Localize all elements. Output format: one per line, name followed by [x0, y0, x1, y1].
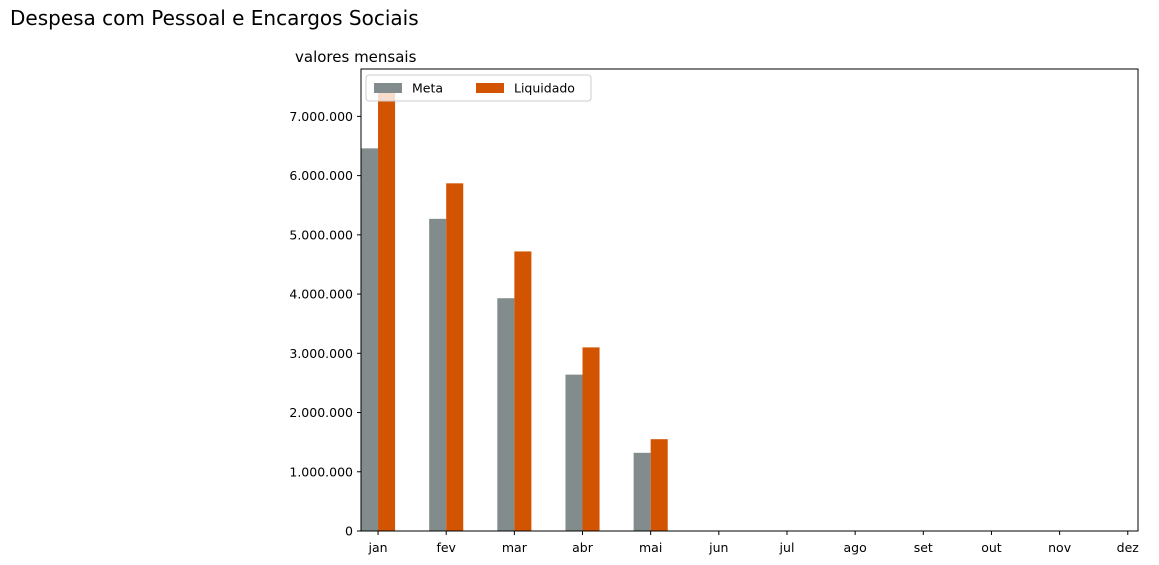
figure-title: Despesa com Pessoal e Encargos Sociais [10, 6, 419, 30]
x-tick-label: ago [844, 540, 867, 555]
y-tick-label: 0 [345, 524, 353, 539]
chart-title: valores mensais [295, 48, 417, 66]
bar-liquidado-abr [582, 347, 600, 531]
legend-label-liquidado: Liquidado [514, 81, 575, 96]
x-tick-label: mar [502, 540, 528, 555]
x-tick-label: jan [368, 540, 388, 555]
x-tick-label: mai [639, 540, 662, 555]
bar-liquidado-mai [650, 439, 668, 531]
bars-group [361, 90, 668, 531]
x-tick-label: fev [436, 540, 456, 555]
y-tick-label: 4.000.000 [289, 287, 353, 302]
x-tick-label: jun [708, 540, 728, 555]
y-tick-label: 7.000.000 [289, 109, 353, 124]
legend-swatch-liquidado [476, 83, 504, 93]
y-tick-label: 6.000.000 [289, 168, 353, 183]
legend-label-meta: Meta [412, 81, 443, 96]
legend: Meta Liquidado [365, 74, 592, 102]
bar-meta-abr [565, 374, 583, 531]
x-tick-label: abr [572, 540, 594, 555]
bar-liquidado-fev [446, 183, 464, 531]
x-tick-label: dez [1117, 540, 1140, 555]
bar-liquidado-mar [514, 251, 532, 531]
x-tick-label: nov [1048, 540, 1072, 555]
y-tick-label: 2.000.000 [289, 405, 353, 420]
bar-meta-jan [361, 148, 379, 531]
y-axis: 0 1.000.000 2.000.000 3.000.000 4.000.000 5.0… [289, 109, 361, 539]
bar-meta-mai [633, 452, 651, 531]
x-tick-label: out [981, 540, 1002, 555]
bar-liquidado-jan [378, 90, 396, 531]
x-tick-label: jul [779, 540, 795, 555]
bar-meta-fev [429, 218, 447, 531]
y-tick-label: 3.000.000 [289, 346, 353, 361]
legend-swatch-meta [374, 83, 402, 93]
bar-meta-mar [497, 298, 515, 531]
x-tick-label: set [914, 540, 933, 555]
y-tick-label: 1.000.000 [289, 464, 353, 479]
plot-frame [360, 68, 1139, 532]
x-axis: jan fev mar abr mai jun jul ago set out nov dez [368, 531, 1140, 555]
y-tick-label: 5.000.000 [289, 227, 353, 242]
